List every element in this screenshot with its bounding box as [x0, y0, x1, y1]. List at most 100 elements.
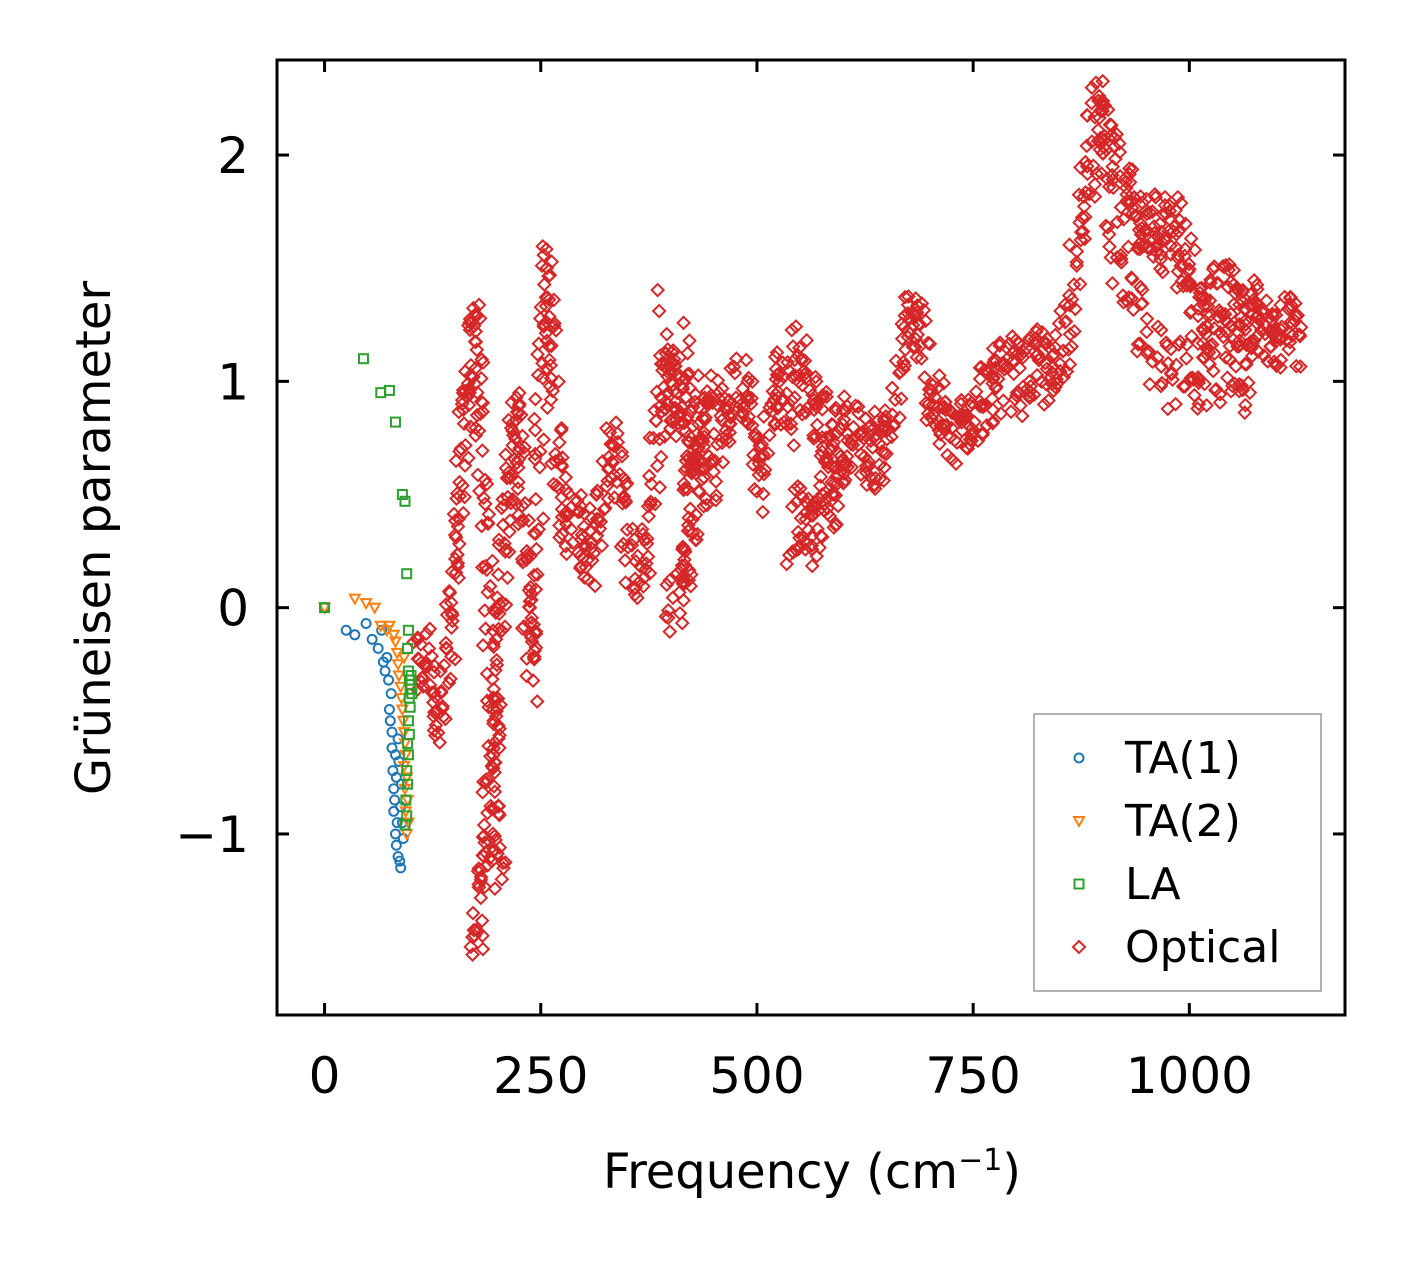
data-point: [575, 550, 591, 566]
data-point: [696, 470, 712, 486]
data-point: [1162, 198, 1177, 214]
data-point: [1154, 375, 1170, 391]
data-point: [1207, 346, 1222, 362]
data-point: [1089, 166, 1104, 182]
x-tick-label: 1000: [1126, 1047, 1253, 1105]
data-point: [535, 511, 551, 527]
data-point: [538, 241, 554, 257]
y-tick-label: 2: [217, 127, 249, 185]
legend-label: TA(2): [1124, 796, 1241, 847]
data-point: [433, 683, 449, 699]
data-point: [660, 610, 676, 626]
data-point: [1154, 234, 1170, 250]
data-point: [614, 444, 630, 460]
data-point: [415, 670, 431, 685]
data-point: [1172, 334, 1188, 350]
data-point: [1177, 241, 1193, 257]
data-point: [507, 451, 523, 467]
data-point: [802, 382, 818, 398]
data-point: [688, 457, 704, 472]
data-point: [936, 375, 952, 391]
data-point: [1195, 321, 1211, 336]
data-point: [937, 394, 953, 410]
data-point: [401, 568, 413, 580]
data-point: [1168, 240, 1184, 256]
data-point: [619, 522, 635, 538]
data-point: [712, 391, 728, 407]
data-point: [1178, 216, 1193, 232]
data-point: [790, 478, 806, 494]
data-point: [383, 674, 395, 686]
data-point: [554, 526, 570, 542]
data-point: [679, 481, 695, 497]
data-point: [806, 428, 821, 443]
data-point: [690, 433, 706, 449]
data-point: [474, 518, 490, 534]
data-point: [1112, 144, 1128, 160]
data-point: [1142, 344, 1157, 360]
data-point: [1153, 378, 1169, 394]
data-point: [1142, 376, 1158, 392]
data-point: [475, 355, 491, 370]
data-point: [784, 499, 800, 515]
y-axis-title: Grüneisen parameter: [66, 281, 122, 796]
data-point: [783, 416, 799, 432]
data-point: [1179, 350, 1194, 366]
data-point: [400, 772, 414, 785]
data-point: [465, 905, 481, 921]
data-point: [828, 487, 844, 503]
data-point: [396, 489, 408, 501]
data-point: [671, 415, 686, 431]
data-point: [979, 417, 995, 433]
data-point: [804, 538, 820, 554]
data-point: [879, 422, 895, 438]
data-point: [833, 448, 849, 464]
data-point: [687, 394, 703, 410]
data-point: [547, 446, 563, 462]
data-point: [1061, 342, 1077, 357]
data-point: [1049, 376, 1065, 392]
data-point: [784, 393, 800, 409]
data-point: [620, 539, 636, 555]
data-point: [526, 567, 542, 583]
data-point: [744, 374, 760, 390]
data-point: [653, 390, 669, 405]
data-point: [765, 403, 781, 419]
data-point: [501, 544, 517, 560]
data-point: [477, 835, 493, 851]
data-point: [794, 377, 810, 393]
data-point: [438, 711, 453, 727]
series-ta-1-: [319, 602, 409, 874]
data-point: [435, 698, 451, 714]
data-point: [1026, 336, 1042, 351]
data-point: [884, 407, 900, 422]
series-la: [319, 353, 418, 831]
data-point: [487, 735, 503, 751]
data-point: [606, 438, 622, 454]
data-point: [619, 476, 635, 491]
data-point: [615, 536, 631, 552]
data-point: [839, 398, 855, 414]
data-point: [755, 486, 771, 502]
data-point: [1198, 326, 1214, 342]
data-point: [481, 833, 497, 849]
data-point: [430, 725, 446, 741]
data-point: [519, 651, 535, 666]
data-point: [775, 391, 790, 407]
data-point: [784, 322, 800, 338]
data-point: [1260, 353, 1276, 369]
data-point: [497, 544, 513, 559]
data-point: [1269, 358, 1284, 374]
data-point: [834, 458, 849, 474]
data-point: [1147, 186, 1163, 202]
data-point: [668, 428, 684, 444]
data-point: [990, 371, 1006, 387]
data-point: [1181, 256, 1197, 272]
data-point: [772, 373, 788, 389]
data-point: [1190, 336, 1206, 351]
data-point: [555, 450, 570, 466]
data-point: [399, 819, 411, 831]
data-point: [698, 410, 713, 425]
data-point: [635, 578, 651, 594]
data-point: [818, 430, 834, 446]
